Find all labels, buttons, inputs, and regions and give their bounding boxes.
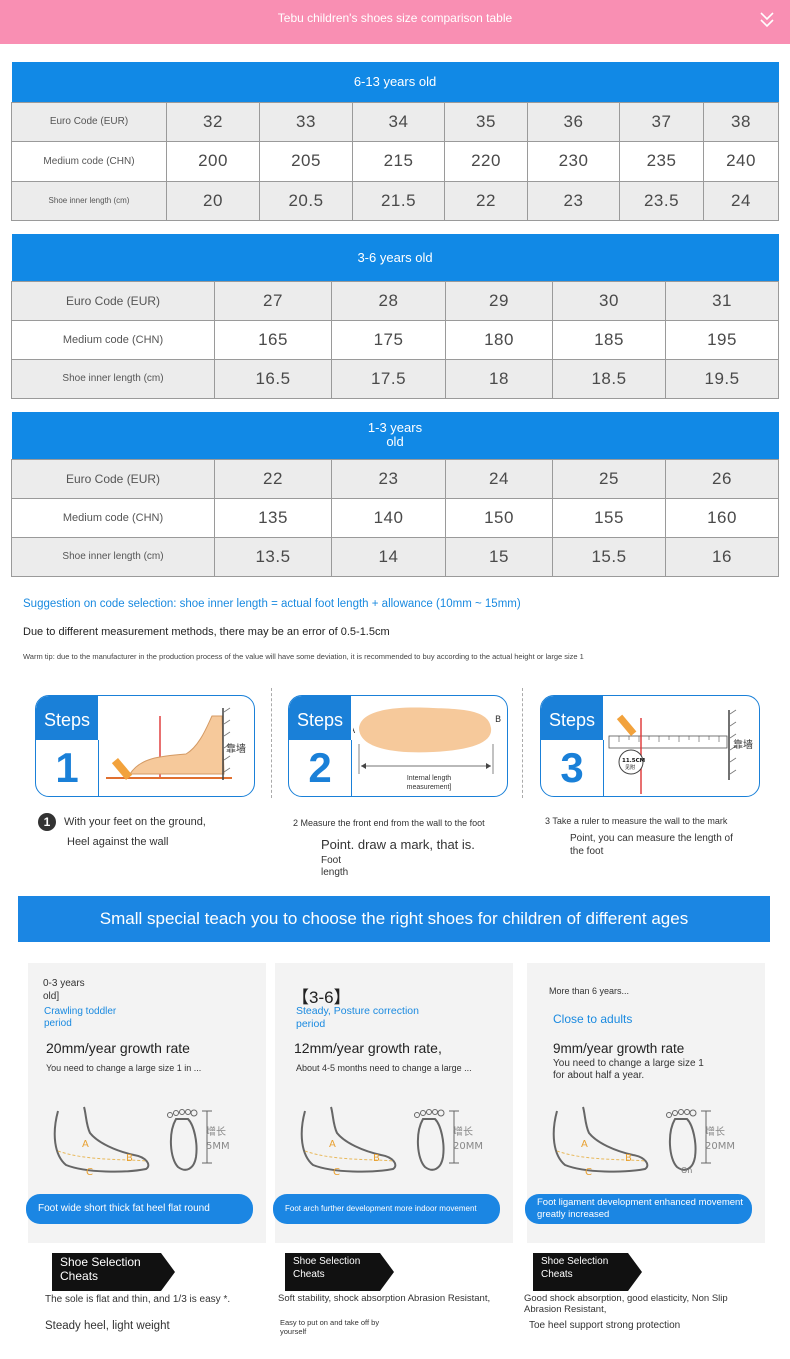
table-row: Shoe inner length (cm) 16.5 17.5 18 18.5 19.… <box>11 358 780 399</box>
page-title: Tebu children's shoes size comparison ta… <box>277 11 513 25</box>
age-card-6-plus: More than 6 years... Close to adults 9mm… <box>525 963 765 1243</box>
cheat-tip: Good shock absorption, good elasticity, … <box>524 1293 728 1315</box>
foot-growth-illustration: A B C 增长 20MM <box>300 1106 483 1178</box>
cheat-tip-2: Steady heel, light weight <box>45 1320 170 1332</box>
foot-trait-pill: Foot arch further development more indoo… <box>273 1194 500 1224</box>
foot-outline-illustration: A B <box>353 707 501 774</box>
shoe-selection-cheats-badge: Shoe Selection Cheats <box>46 1253 175 1291</box>
table-row: Euro Code (EUR) 22 23 24 25 26 <box>11 458 780 499</box>
divider <box>522 688 523 798</box>
table-row: Shoe inner length (cm) 20 20.5 21.5 22 23 23.… <box>11 180 780 221</box>
age-card-3-6: 【3-6】 Steady, Posture correction period … <box>273 963 513 1243</box>
svg-text:B: B <box>625 1153 632 1164</box>
table-row: Medium code (CHN) 200 205 215 220 230 235 240 <box>11 140 780 182</box>
table-title: 6-13 years old <box>11 62 779 102</box>
step-3-text-2: Point, you can measure the length of <box>570 833 733 844</box>
svg-text:C: C <box>86 1167 93 1178</box>
table-row: Shoe inner length (cm) 13.5 14 15 15.5 16 <box>11 536 780 577</box>
step-number: 1 <box>36 740 99 796</box>
code-selection-suggestion: Suggestion on code selection: shoe inner… <box>23 598 521 610</box>
svg-text:20MM: 20MM <box>705 1141 735 1152</box>
svg-text:A: A <box>353 726 356 736</box>
step-card-1: Steps 1 靠墙 <box>35 695 255 797</box>
step-card-3: Steps 3 11.5CM 见附 靠墙 <box>540 695 760 797</box>
shoe-selection-cheats-badge: Shoe Selection Cheats <box>526 1253 643 1291</box>
divider <box>271 688 272 798</box>
step-3-text-3: the foot <box>570 846 604 857</box>
measurement-error-note: Due to different measurement methods, th… <box>23 626 390 638</box>
svg-text:C: C <box>333 1167 340 1178</box>
step-3-text: 3 Take a ruler to measure the wall to th… <box>545 816 728 826</box>
svg-text:On: On <box>681 1166 692 1175</box>
size-table-3-6: 3-6 years old Euro Code (EUR) 27 28 29 30 31… <box>11 234 780 399</box>
top-bar: Tebu children's shoes size comparison ta… <box>0 0 790 44</box>
table-row: Euro Code (EUR) 32 33 34 35 36 37 38 <box>11 101 780 142</box>
foot-growth-illustration: A B C 增长 5MM <box>53 1106 230 1178</box>
svg-text:B: B <box>126 1153 133 1164</box>
table-row: Medium code (CHN) 135 140 150 155 160 <box>11 497 780 538</box>
svg-text:C: C <box>585 1167 592 1178</box>
step-label: Steps <box>289 696 351 740</box>
step-1-text-2: Heel against the wall <box>67 836 169 848</box>
size-table-6-13: 6-13 years old Euro Code (EUR) 32 33 34 35 3… <box>11 62 780 221</box>
svg-text:A: A <box>581 1139 588 1150</box>
size-table-1-3: 1-3 years old Euro Code (EUR) 22 23 24 25 26 … <box>11 412 780 577</box>
svg-text:B: B <box>373 1153 380 1164</box>
step-1-text: With your feet on the ground, <box>64 816 206 828</box>
svg-text:增长: 增长 <box>206 1125 226 1138</box>
double-chevron-down-icon[interactable] <box>760 10 774 28</box>
foot-trait-pill: Foot wide short thick fat heel flat roun… <box>26 1194 253 1224</box>
foot-against-wall-illustration: 靠墙 <box>106 707 246 780</box>
table-title: 3-6 years old <box>11 234 779 281</box>
step-2-text-2: Point. draw a mark, that is. <box>321 837 475 852</box>
table-title: 1-3 years old <box>11 412 779 459</box>
step-2-text-4: length <box>321 867 349 878</box>
svg-text:20MM: 20MM <box>453 1141 483 1152</box>
svg-text:增长: 增长 <box>705 1125 725 1138</box>
table-row: Medium code (CHN) 165 175 180 185 195 <box>11 319 780 360</box>
cheat-tip: The sole is flat and thin, and 1/3 is ea… <box>45 1294 231 1305</box>
step-2-text-3: Foot <box>321 855 342 866</box>
svg-text:A: A <box>82 1139 89 1150</box>
internal-length-caption: Internal length measurement] <box>406 775 452 791</box>
step-1-bullet: 1 <box>38 813 56 831</box>
foot-trait-pill: Foot ligament development enhanced movem… <box>525 1194 752 1224</box>
cheat-tip: Soft stability, shock absorption Abrasio… <box>278 1293 491 1304</box>
foot-growth-illustration: A B C 增长 20MM On <box>552 1106 735 1178</box>
table-row: Euro Code (EUR) 27 28 29 30 31 <box>11 280 780 321</box>
cheat-tip-2: Easy to put on and take off by yourself <box>280 1318 380 1336</box>
step-label: Steps <box>36 696 98 740</box>
svg-text:B: B <box>495 715 501 725</box>
svg-text:11.5CM: 11.5CM <box>622 758 645 764</box>
svg-text:5MM: 5MM <box>206 1141 230 1152</box>
warm-tip: Warm tip: due to the manufacturer in the… <box>23 652 584 661</box>
age-card-0-3: 0-3 years old] Crawling toddler period 2… <box>26 963 266 1243</box>
step-card-2: Steps 2 A B Internal length measurement] <box>288 695 508 797</box>
step-label: Steps <box>541 696 603 740</box>
svg-text:A: A <box>329 1139 336 1150</box>
step-number: 2 <box>289 740 352 796</box>
shoe-selection-cheats-badge: Shoe Selection Cheats <box>278 1253 395 1291</box>
step-2-text: 2 Measure the front end from the wall to… <box>293 818 485 828</box>
cheat-tip-2: Toe heel support strong protection <box>529 1320 681 1331</box>
svg-text:见附: 见附 <box>625 764 635 771</box>
wall-label: 靠墙 <box>733 738 753 751</box>
wall-label: 靠墙 <box>226 742 246 755</box>
step-number: 3 <box>541 740 604 796</box>
svg-text:增长: 增长 <box>453 1125 473 1138</box>
ruler-measure-illustration: 11.5CM 见附 靠墙 <box>608 709 753 794</box>
age-guide-banner: Small special teach you to choose the ri… <box>18 896 770 942</box>
